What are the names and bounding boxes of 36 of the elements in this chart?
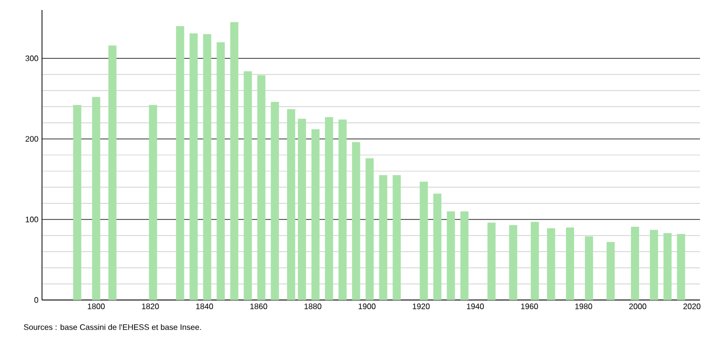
- bar: [270, 102, 279, 300]
- bar: [460, 211, 468, 300]
- bar: [392, 175, 401, 300]
- bar: [324, 117, 334, 300]
- bar: [584, 236, 594, 300]
- bar: [92, 97, 100, 300]
- bar: [509, 225, 518, 300]
- bar: [203, 34, 212, 300]
- bar: [190, 33, 198, 300]
- bar: [420, 182, 428, 300]
- bar: [230, 22, 238, 300]
- bar: [176, 26, 184, 300]
- bar: [73, 105, 82, 300]
- bar: [216, 42, 225, 300]
- bar: [663, 233, 672, 300]
- bar: [566, 228, 574, 300]
- bar: [298, 118, 306, 300]
- bar: [547, 228, 556, 300]
- bar: [287, 109, 296, 300]
- bar: [630, 226, 640, 300]
- bar: [606, 242, 615, 300]
- bar: [338, 120, 347, 300]
- bar: [433, 194, 442, 300]
- bar: [244, 71, 252, 300]
- bar: [379, 175, 388, 300]
- bar: [650, 230, 658, 300]
- bar: [676, 234, 686, 300]
- bar: [446, 211, 455, 300]
- bar: [530, 222, 539, 300]
- bar: [352, 142, 360, 300]
- bar: [257, 75, 266, 300]
- bar: [108, 45, 116, 300]
- bar: [311, 129, 320, 300]
- bar: [366, 158, 374, 300]
- bar: [148, 105, 158, 300]
- bar: [487, 222, 496, 300]
